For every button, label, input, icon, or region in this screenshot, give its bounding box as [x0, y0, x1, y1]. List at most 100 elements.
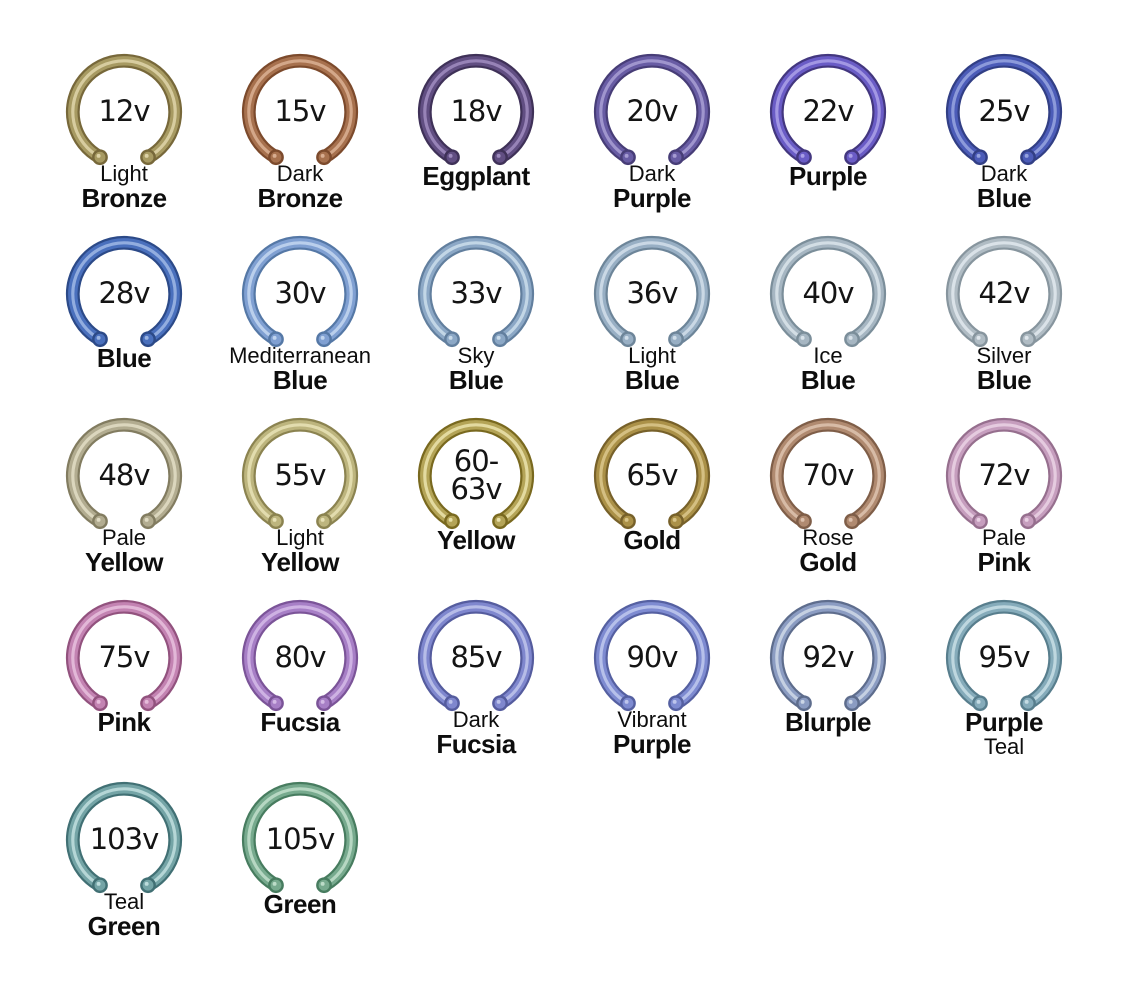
color-name-regular-line: Ice [813, 343, 843, 368]
ring-graphic: 92v [764, 594, 892, 722]
ring-cell: 30v Mediterranean Blue [212, 230, 388, 412]
ring-graphic: 55v [236, 412, 364, 540]
ring-graphic: 48v [60, 412, 188, 540]
color-name-label: Rose Gold [740, 526, 916, 576]
color-name-regular-line: Pale [101, 525, 147, 550]
ring-graphic: 40v [764, 230, 892, 358]
color-name-bold-line: Purple [613, 183, 691, 214]
ring-graphic: 85v [412, 594, 540, 722]
voltage-label: 92v [802, 640, 854, 675]
ring-cell: 60- 63v Yellow [388, 412, 564, 594]
voltage-label: 80v [274, 640, 326, 675]
ring-cell: 95v Purple Teal [916, 594, 1092, 776]
color-name-label: Sky Blue [388, 343, 564, 396]
color-name-label: Gold [564, 527, 740, 554]
ring-cell: 36v Light Blue [564, 230, 740, 412]
captive-ring-icon [417, 417, 535, 530]
color-name-label: Light Blue [564, 344, 740, 394]
color-name-label: Pink [36, 709, 212, 736]
color-name-bold-line: Blue [976, 183, 1032, 214]
color-name-label: Dark Bronze [212, 162, 388, 214]
voltage-label: 60- 63v [450, 444, 502, 506]
captive-ring-icon [769, 599, 887, 712]
color-name-bold-line: Yellow [437, 525, 515, 555]
color-name-bold-line: Green [87, 911, 161, 942]
captive-ring-icon [593, 417, 711, 530]
ring-graphic: 20v [588, 48, 716, 176]
captive-ring-icon [945, 417, 1063, 530]
color-name-label: Yellow [388, 527, 564, 554]
ring-graphic: 70v [764, 412, 892, 540]
color-name-regular-line: Dark [628, 161, 676, 186]
ring-graphic: 80v [236, 594, 364, 722]
color-name-bold-line: Fucsia [436, 729, 516, 760]
color-name-label: Dark Purple [564, 161, 740, 214]
color-name-label: Pale Yellow [36, 525, 212, 576]
color-name-bold-line: Purple [965, 707, 1043, 737]
color-name-regular-line: Teal [103, 889, 145, 914]
captive-ring-icon [769, 417, 887, 530]
captive-ring-icon [241, 599, 359, 712]
voltage-label: 33v [450, 276, 502, 311]
voltage-label: 42v [978, 276, 1030, 311]
voltage-label: 48v [98, 458, 150, 493]
voltage-label: 18v [450, 94, 502, 129]
captive-ring-icon [241, 781, 359, 894]
ring-cell: 92v Blurple [740, 594, 916, 776]
voltage-label: 90v [626, 640, 678, 675]
color-name-regular-line: Light [100, 161, 148, 186]
ring-graphic: 33v [412, 230, 540, 358]
color-name-label: Blurple [740, 709, 916, 736]
ring-graphic: 75v [60, 594, 188, 722]
color-name-regular-line: Vibrant [617, 707, 687, 732]
ring-cell: 42v Silver Blue [916, 230, 1092, 412]
captive-ring-icon [241, 235, 359, 348]
color-name-bold-line: Blue [448, 365, 504, 396]
color-name-label: Green [212, 891, 388, 918]
captive-ring-icon [241, 53, 359, 166]
color-name-bold-line: Green [263, 889, 337, 919]
color-name-regular-line: Dark [452, 707, 500, 732]
color-name-label: Light Yellow [212, 526, 388, 578]
ring-cell: 33v Sky Blue [388, 230, 564, 412]
captive-ring-icon [241, 417, 359, 530]
ring-cell: 70v Rose Gold [740, 412, 916, 594]
ring-graphic: 28v [60, 230, 188, 358]
ring-cell: 12v Light Bronze [36, 48, 212, 230]
color-name-regular-line: Sky [457, 343, 495, 368]
voltage-label: 65v [626, 458, 678, 493]
color-name-label: Mediterranean Blue [212, 343, 388, 394]
voltage-label: 72v [978, 458, 1030, 493]
ring-graphic: 36v [588, 230, 716, 358]
color-name-bold-line: Purple [789, 161, 867, 191]
captive-ring-icon [417, 53, 535, 166]
ring-graphic: 18v [412, 48, 540, 176]
color-name-regular-line: Mediterranean [229, 343, 371, 368]
voltage-label: 36v [626, 276, 678, 311]
captive-ring-icon [945, 599, 1063, 712]
ring-graphic: 103v [60, 776, 188, 904]
color-name-bold-line: Yellow [261, 547, 339, 578]
voltage-label: 105v [265, 822, 336, 857]
color-name-label: Vibrant Purple [564, 707, 740, 758]
ring-cell: 85v Dark Fucsia [388, 594, 564, 776]
color-name-label: Purple Teal [916, 709, 1092, 758]
ring-graphic: 12v [60, 48, 188, 176]
color-name-bold-line: Blurple [784, 707, 872, 737]
ring-graphic: 105v [236, 776, 364, 904]
captive-ring-icon [65, 417, 183, 530]
ring-cell: 15v Dark Bronze [212, 48, 388, 230]
color-name-bold-line: Bronze [81, 183, 167, 214]
voltage-label: 70v [802, 458, 854, 493]
ring-graphic: 25v [940, 48, 1068, 176]
ring-cell: 40v Ice Blue [740, 230, 916, 412]
ring-cell: 55v Light Yellow [212, 412, 388, 594]
ring-graphic: 30v [236, 230, 364, 358]
captive-ring-icon [417, 599, 535, 712]
color-name-bold-line: Bronze [257, 183, 343, 214]
ring-cell: 90v Vibrant Purple [564, 594, 740, 776]
color-name-label: Pale Pink [916, 526, 1092, 576]
color-chart-grid: 12v Light Bronze 15v Dark Bronze [36, 48, 1092, 958]
color-name-regular-line: Teal [983, 733, 1025, 759]
